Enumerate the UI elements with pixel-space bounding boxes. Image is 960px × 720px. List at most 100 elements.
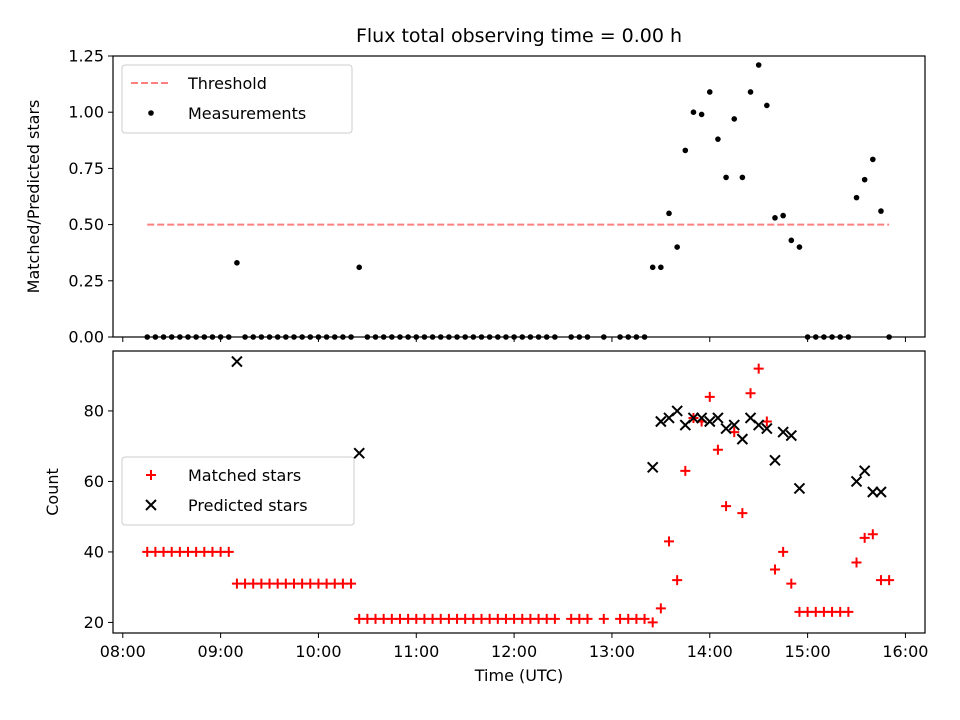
- y-axis-label: Matched/Predicted stars: [24, 100, 43, 294]
- data-point: [666, 210, 672, 217]
- data-point: [704, 415, 716, 428]
- data-point: [752, 419, 765, 431]
- data-point: [646, 461, 659, 474]
- data-point: [858, 465, 871, 477]
- data-point: [680, 465, 691, 476]
- data-point: [753, 363, 764, 374]
- y-tick-label: 0.50: [68, 215, 104, 234]
- data-point: [851, 557, 862, 568]
- data-point: [736, 433, 749, 445]
- y-tick-label: 1.00: [68, 103, 104, 122]
- data-point: [870, 156, 876, 163]
- data-point: [356, 264, 363, 271]
- data-point: [353, 447, 365, 459]
- data-point: [223, 546, 234, 557]
- data-point: [764, 102, 770, 109]
- data-point: [695, 412, 708, 424]
- data-point: [712, 412, 724, 424]
- data-point: [706, 89, 713, 95]
- data-point: [346, 578, 357, 589]
- data-point: [655, 603, 666, 614]
- data-point: [658, 264, 664, 271]
- legend-label: Threshold: [187, 74, 267, 93]
- data-point: [728, 419, 740, 431]
- data-point: [786, 578, 797, 589]
- legend-marker: [145, 499, 157, 511]
- data-point: [761, 422, 773, 435]
- data-point: [772, 215, 778, 221]
- data-point: [655, 415, 667, 428]
- bottom-panel: 20 40 60 80 08:00 09:00 10:00 11:00 12:00 13:00 14…: [43, 350, 928, 685]
- legend-label: Measurements: [188, 104, 306, 123]
- x-tick-label: 10:00: [295, 642, 341, 661]
- data-point: [778, 546, 789, 557]
- data-point: [785, 429, 798, 442]
- data-point: [598, 613, 609, 624]
- data-point: [747, 89, 754, 95]
- data-point: [720, 422, 732, 435]
- data-point: [739, 174, 746, 181]
- x-tick-label: 14:00: [687, 642, 733, 661]
- data-point: [867, 486, 879, 498]
- legend-label: Matched stars: [188, 466, 301, 485]
- data-point: [682, 147, 689, 154]
- plot-frame: [112, 55, 926, 338]
- legend-label: Predicted stars: [188, 496, 308, 515]
- top-panel: 0.00 0.25 0.50 0.75 1.00 1.25 Flux total obser…: [24, 25, 926, 347]
- data-point: [788, 237, 795, 244]
- x-tick-label: 08:00: [100, 642, 146, 661]
- y-tick-label: 40: [84, 542, 104, 561]
- x-tick-label: 16:00: [882, 642, 928, 661]
- data-point: [769, 564, 780, 575]
- data-point: [674, 244, 680, 250]
- data-point: [867, 529, 878, 540]
- data-point: [780, 212, 786, 219]
- data-point: [884, 575, 895, 586]
- data-point: [843, 606, 854, 617]
- data-point: [755, 62, 762, 68]
- legend-box: [121, 64, 353, 134]
- data-point: [664, 536, 675, 547]
- legend: Matched stars Predicted stars: [121, 456, 355, 526]
- x-tick-label: 13:00: [589, 642, 635, 661]
- data-point: [721, 501, 732, 512]
- data-point: [875, 486, 887, 498]
- data-point: [769, 454, 781, 466]
- legend-marker: [146, 470, 156, 480]
- y-tick-label: 0.75: [68, 159, 104, 178]
- data-point: [853, 194, 860, 201]
- data-point: [793, 482, 806, 495]
- data-point: [859, 532, 870, 543]
- data-point: [649, 264, 656, 271]
- data-point: [639, 613, 650, 624]
- y-tick-label: 1.25: [68, 47, 104, 66]
- data-point: [234, 260, 240, 266]
- data-point: [549, 613, 560, 624]
- series-matched-stars: [142, 363, 895, 628]
- data-point: [687, 412, 700, 424]
- series-predicted-stars: [231, 355, 887, 498]
- data-point: [737, 508, 748, 519]
- y-tick-label: 0.25: [68, 271, 104, 290]
- y-tick-label: 20: [84, 613, 104, 632]
- data-point: [704, 391, 715, 402]
- data-point: [850, 475, 863, 488]
- y-tick-label: 80: [84, 401, 104, 420]
- data-point: [671, 405, 683, 417]
- y-tick-label: 0.00: [68, 328, 104, 347]
- legend-marker: [148, 110, 154, 116]
- data-point: [582, 613, 593, 624]
- legend: Threshold Measurements: [121, 64, 353, 134]
- plot-frame: [112, 350, 926, 634]
- data-point: [745, 388, 756, 399]
- x-tick-label: 09:00: [198, 642, 244, 661]
- y-axis-label: Count: [43, 468, 62, 516]
- x-tick-label: 11:00: [393, 642, 439, 661]
- legend-box: [121, 456, 355, 526]
- x-tick-label: 12:00: [491, 642, 537, 661]
- data-point: [715, 136, 721, 142]
- data-point: [672, 575, 683, 586]
- data-point: [690, 109, 697, 115]
- data-point: [796, 244, 803, 250]
- data-point: [723, 174, 729, 181]
